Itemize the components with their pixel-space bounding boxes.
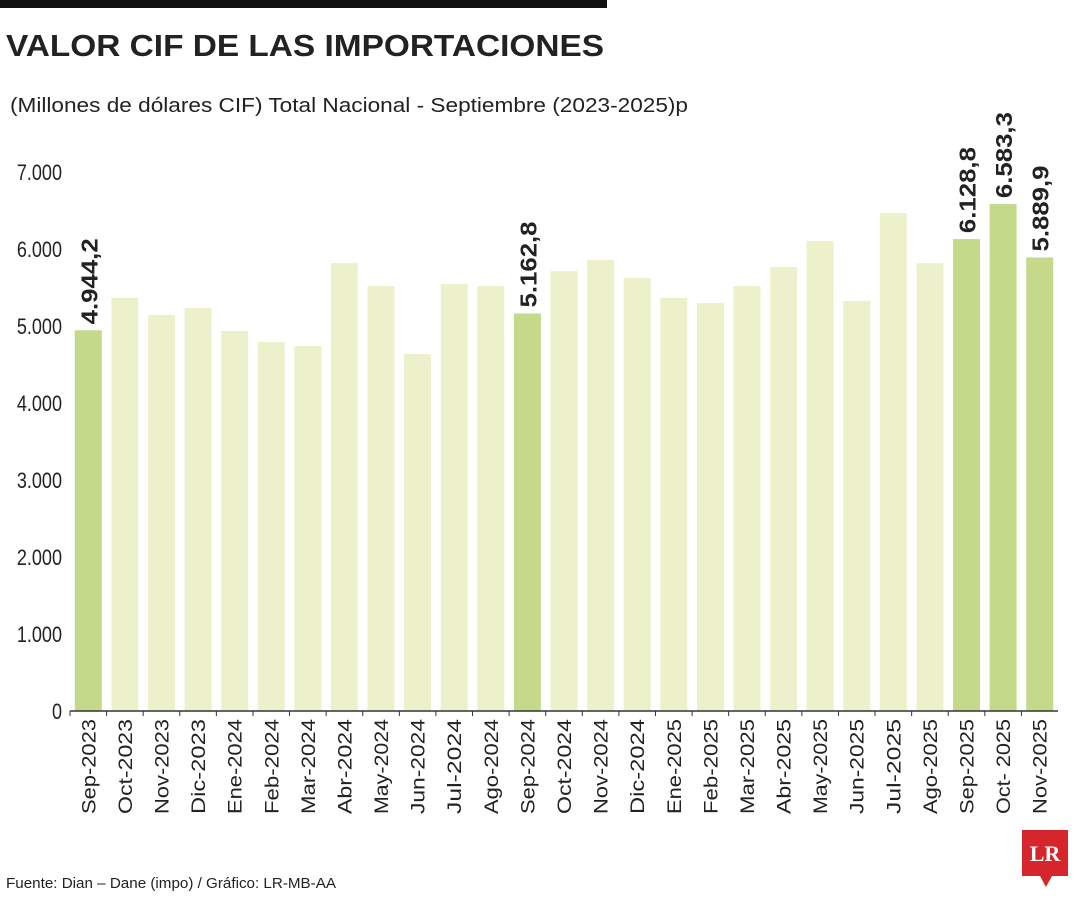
logo: LR bbox=[1022, 830, 1068, 887]
x-tick-label: Jun-2024 bbox=[409, 718, 430, 814]
bar bbox=[147, 314, 175, 711]
bar bbox=[367, 286, 395, 711]
value-label: 4.944,2 bbox=[76, 238, 102, 324]
bar bbox=[879, 212, 907, 712]
value-label: 6.128,8 bbox=[955, 147, 981, 233]
x-tick-label: Nov-2024 bbox=[592, 719, 613, 814]
y-tick-label: 5.000 bbox=[17, 315, 62, 339]
x-tick-label: Nov-2025 bbox=[1031, 719, 1052, 814]
bar bbox=[184, 307, 212, 711]
logo-box bbox=[1022, 830, 1068, 887]
x-tick-label: Oct-2023 bbox=[116, 719, 137, 814]
source: Fuente: Dian – Dane (impo) / Gráfico: LR… bbox=[6, 875, 336, 892]
x-tick-label: Feb-2025 bbox=[701, 719, 722, 814]
x-tick-label: Sep-2023 bbox=[79, 719, 100, 814]
logo-text: LR bbox=[1030, 841, 1062, 866]
bar bbox=[1026, 257, 1054, 711]
x-tick-label: May-2025 bbox=[811, 719, 832, 814]
bar bbox=[587, 260, 615, 711]
x-tick-label: Oct- 2025 bbox=[994, 719, 1015, 814]
x-tick-label: Abr-2025 bbox=[775, 719, 796, 814]
y-tick-label: 3.000 bbox=[17, 469, 62, 493]
x-tick-label: Ago-2024 bbox=[482, 719, 503, 814]
x-tick-label: Ago-2025 bbox=[921, 719, 942, 814]
bar bbox=[477, 286, 505, 711]
bar bbox=[330, 263, 358, 711]
y-tick-label: 4.000 bbox=[17, 392, 62, 416]
chart-subtitle: (Millones de dólares CIF) Total Nacional… bbox=[10, 95, 688, 117]
bar bbox=[440, 284, 468, 711]
bar bbox=[660, 297, 688, 711]
bar bbox=[989, 204, 1017, 711]
x-tick-label: Mar-2024 bbox=[299, 719, 320, 814]
bar bbox=[221, 331, 249, 711]
x-tick-label: Dic-2023 bbox=[189, 719, 210, 814]
x-tick-label: Ene-2024 bbox=[226, 719, 247, 814]
value-label: 5.889,9 bbox=[1028, 165, 1054, 251]
bar bbox=[623, 278, 651, 711]
bar bbox=[550, 271, 578, 711]
x-tick-label: Sep-2024 bbox=[518, 719, 539, 814]
bar bbox=[953, 239, 981, 711]
x-tick-label: Nov-2023 bbox=[152, 719, 173, 814]
value-label: 5.162,8 bbox=[515, 221, 541, 307]
y-tick-label: 7.000 bbox=[17, 161, 62, 185]
x-tick-label: Abr-2024 bbox=[335, 718, 356, 814]
chart-title: VALOR CIF DE LAS IMPORTACIONES bbox=[6, 28, 604, 63]
x-tick-label: Mar-2025 bbox=[738, 719, 759, 814]
x-tick-label: Dic-2024 bbox=[628, 718, 649, 814]
top-rule bbox=[0, 0, 607, 8]
y-tick-label: 2.000 bbox=[17, 546, 62, 570]
bar bbox=[404, 354, 432, 711]
x-tick-label: Feb-2024 bbox=[262, 719, 283, 814]
bar bbox=[843, 300, 871, 711]
bar bbox=[916, 263, 944, 711]
x-tick-label: Sep-2025 bbox=[958, 719, 979, 814]
bar bbox=[294, 346, 322, 711]
y-tick-label: 1.000 bbox=[17, 623, 62, 647]
bar bbox=[74, 330, 102, 711]
x-tick-label: May-2024 bbox=[372, 719, 393, 814]
bar bbox=[806, 240, 834, 711]
bar bbox=[111, 297, 139, 711]
y-tick-label: 6.000 bbox=[17, 238, 62, 262]
y-tick-label: 0 bbox=[52, 700, 62, 724]
x-tick-label: Jul-2024 bbox=[445, 718, 466, 814]
bar bbox=[733, 286, 761, 711]
x-tick-label: Jul-2025 bbox=[884, 719, 905, 814]
bar bbox=[513, 313, 541, 711]
bar bbox=[696, 302, 724, 711]
bar bbox=[257, 342, 285, 711]
bar bbox=[770, 267, 798, 711]
x-tick-label: Oct-2024 bbox=[555, 718, 576, 814]
value-label: 6.583,3 bbox=[991, 112, 1017, 198]
x-tick-label: Ene-2025 bbox=[665, 719, 686, 814]
x-tick-label: Jun-2025 bbox=[848, 719, 869, 814]
